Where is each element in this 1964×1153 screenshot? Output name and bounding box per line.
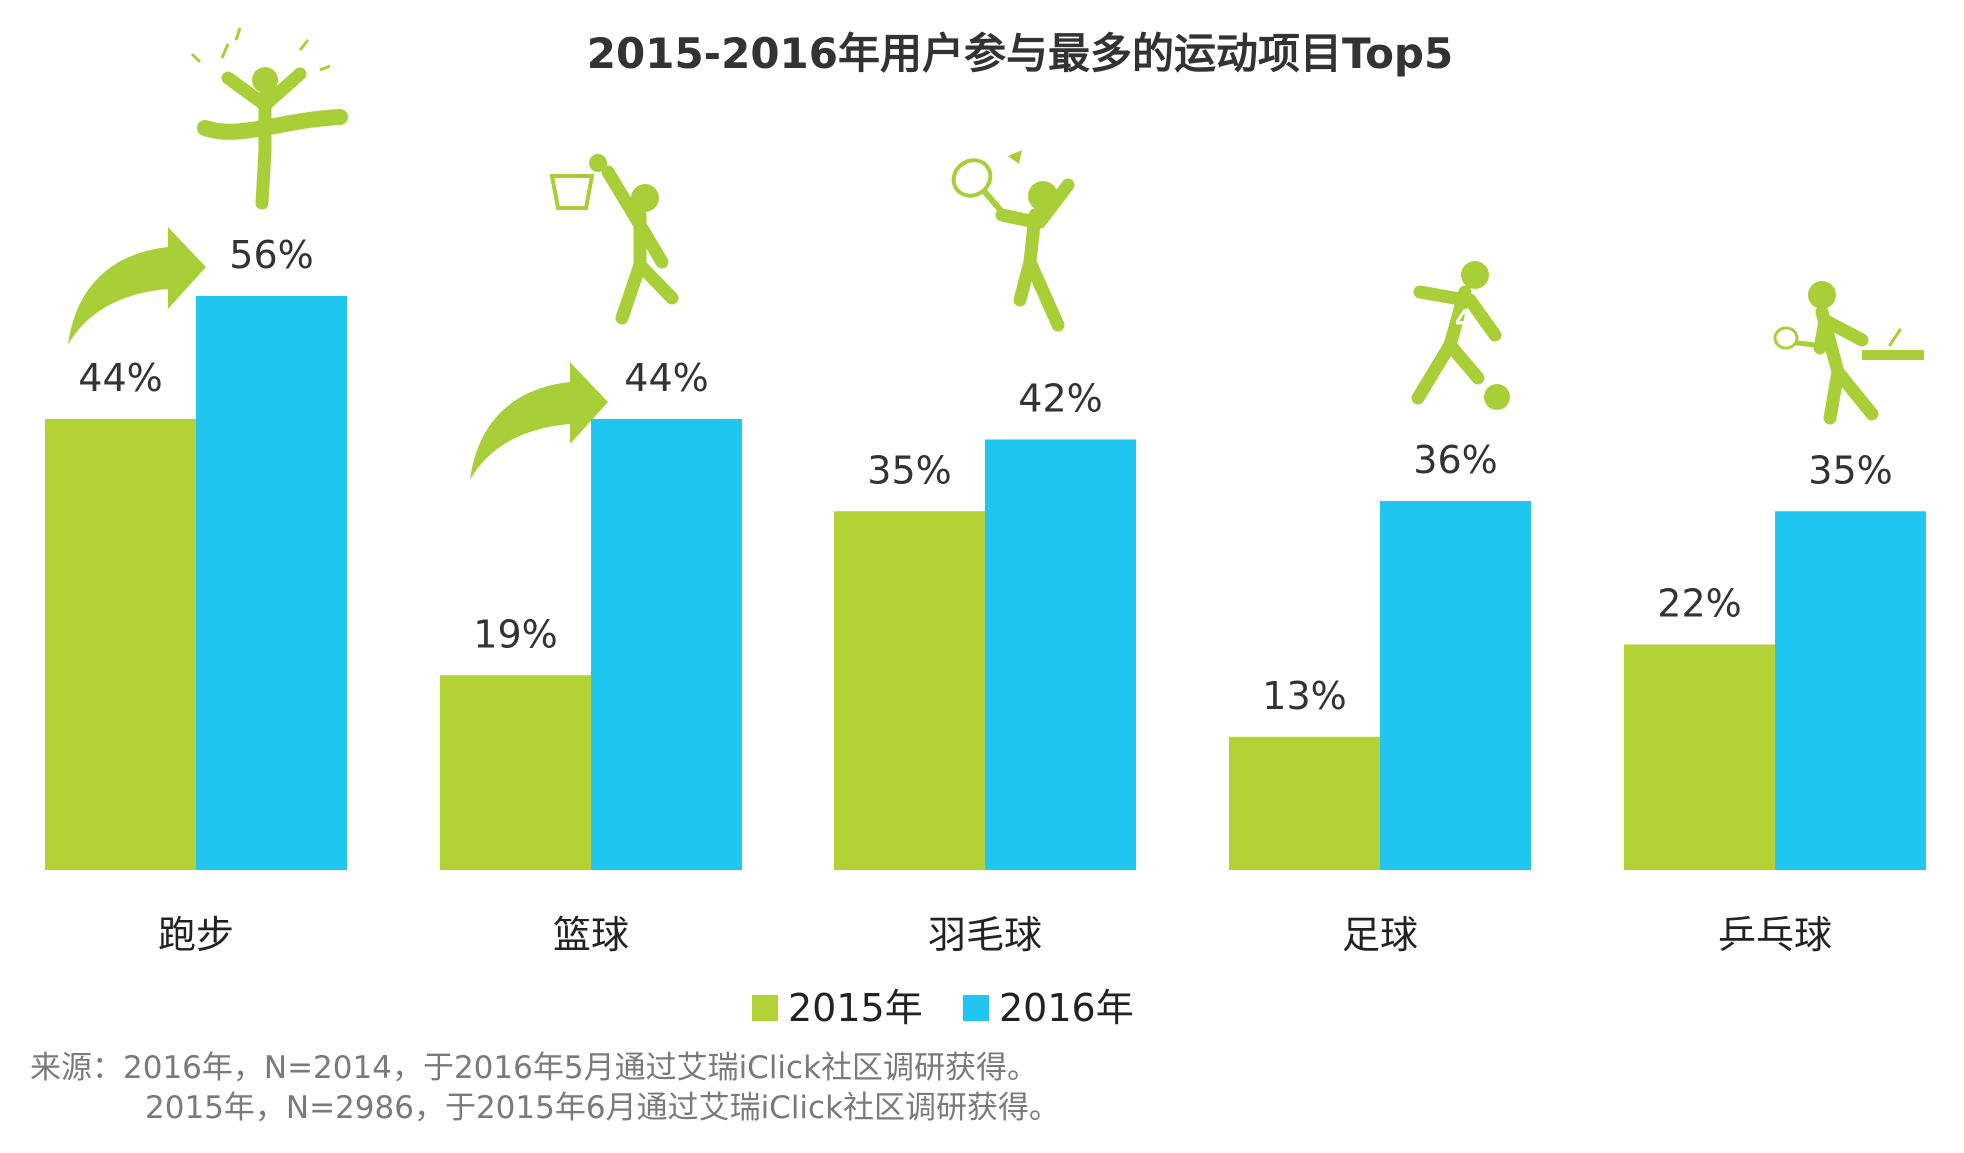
soccer-player-icon: 4	[1411, 261, 1510, 410]
source-line-2: 2015年，N=2986，于2015年6月通过艾瑞iClick社区调研获得。	[145, 1090, 1061, 1126]
bar-2015年-足球	[1229, 736, 1380, 870]
bar-2016年-羽毛球	[985, 439, 1136, 870]
bar-2015年-跑步	[45, 419, 196, 870]
source-line-1: 来源：2016年，N=2014，于2016年5月通过艾瑞iClick社区调研获得…	[30, 1050, 1039, 1086]
value-label-2016年-乒乓球: 35%	[1808, 448, 1892, 492]
category-label-羽毛球: 羽毛球	[928, 913, 1042, 957]
category-labels: 跑步 篮球 羽毛球 足球 乒乓球	[158, 913, 1832, 957]
bar-2015年-篮球	[440, 675, 591, 870]
legend-label-2016: 2016年	[999, 986, 1134, 1030]
bar-2016年-跑步	[196, 296, 347, 870]
soccer-jersey-number: 4	[1455, 305, 1473, 335]
value-label-2016年-足球: 36%	[1413, 438, 1497, 482]
source-note: 来源：2016年，N=2014，于2016年5月通过艾瑞iClick社区调研获得…	[30, 1048, 1060, 1128]
bar-2016年-足球	[1380, 501, 1531, 870]
value-label-2016年-羽毛球: 42%	[1018, 377, 1102, 421]
value-label-2015年-篮球: 19%	[473, 612, 557, 656]
category-label-足球: 足球	[1342, 913, 1418, 957]
sport-icons: 4	[190, 27, 1924, 425]
value-labels: 44% 56% 19% 44% 35% 42% 13% 36% 22% 35%	[78, 233, 1892, 718]
table-tennis-player-icon	[1773, 281, 1924, 425]
bar-2016年-乒乓球	[1775, 511, 1926, 870]
legend: 2015年 2016年	[752, 986, 1134, 1030]
value-label-2015年-乒乓球: 22%	[1657, 582, 1741, 626]
bar-2015年-羽毛球	[834, 511, 985, 870]
growth-arrow-跑步	[68, 227, 206, 345]
legend-swatch-2016	[963, 995, 989, 1021]
value-label-2015年-羽毛球: 35%	[867, 448, 951, 492]
growth-arrow-篮球	[470, 362, 608, 480]
bars	[45, 296, 1926, 870]
value-label-2015年-跑步: 44%	[78, 356, 162, 400]
value-label-2016年-篮球: 44%	[624, 356, 708, 400]
bar-2016年-篮球	[591, 419, 742, 870]
runner-finish-icon	[190, 27, 348, 210]
value-label-2016年-跑步: 56%	[229, 233, 313, 277]
legend-label-2015: 2015年	[788, 986, 923, 1030]
category-label-乒乓球: 乒乓球	[1718, 913, 1832, 957]
value-label-2015年-足球: 13%	[1262, 674, 1346, 718]
category-label-篮球: 篮球	[553, 913, 629, 957]
badminton-player-icon	[951, 150, 1075, 332]
growth-arrows	[68, 227, 608, 480]
chart-title: 2015-2016年用户参与最多的运动项目Top5	[587, 29, 1453, 78]
basketball-player-icon	[549, 154, 679, 325]
category-label-跑步: 跑步	[158, 913, 234, 957]
bar-2015年-乒乓球	[1624, 644, 1775, 870]
legend-swatch-2015	[752, 995, 778, 1021]
